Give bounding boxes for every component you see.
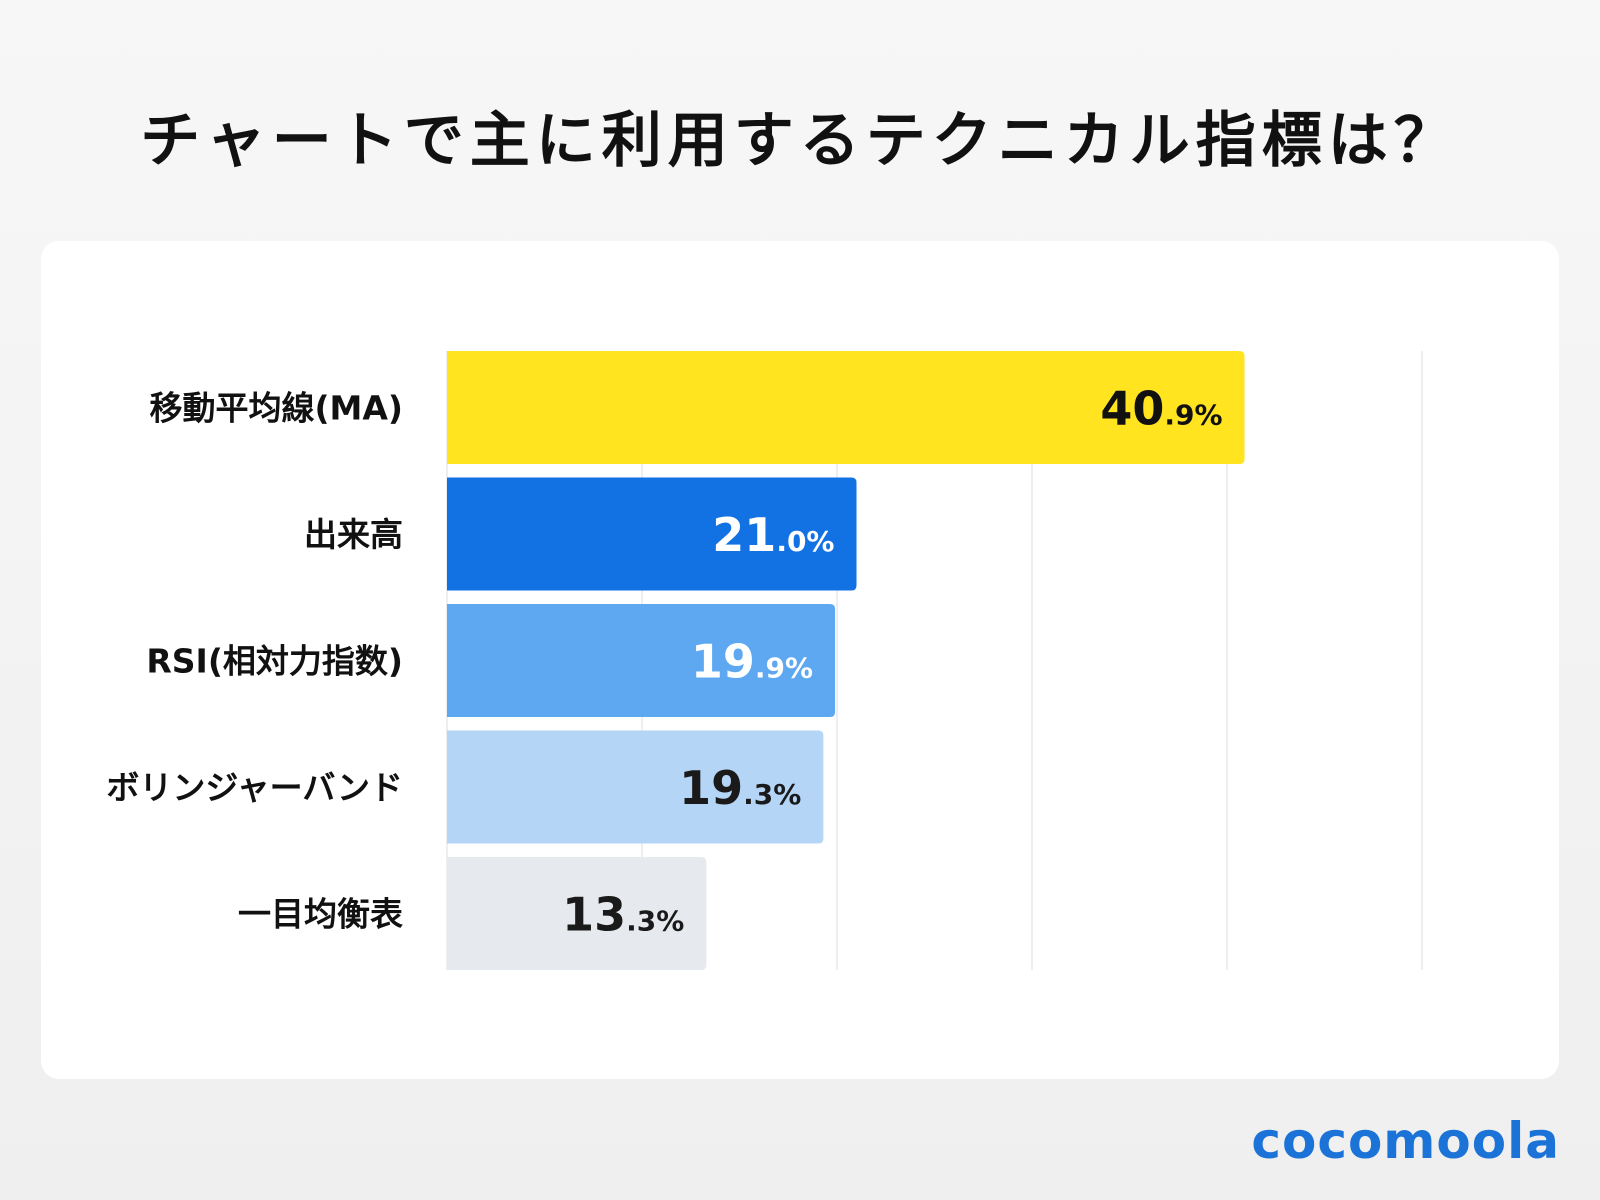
bar: [447, 351, 1245, 464]
bar-chart: 移動平均線(MA) 40.9% 出来高 21.0% RSI(相対力指数) 19.9% ボリン…: [106, 351, 1423, 970]
bar: [447, 730, 824, 844]
category-label: 移動平均線(MA): [149, 389, 403, 428]
value-label: 19.9%: [691, 635, 813, 689]
bar: [447, 477, 857, 591]
value-label: 13.3%: [562, 888, 684, 942]
category-label: RSI(相対力指数): [146, 642, 403, 681]
bar: [447, 604, 836, 717]
chart-title: チャートで主に利用するテクニカル指標は？: [140, 106, 1460, 176]
category-label: ボリンジャーバンド: [106, 768, 403, 807]
category-label: 一目均衡表: [238, 895, 403, 934]
brand-logo: cocomoola: [1251, 1112, 1560, 1170]
value-label: 40.9%: [1100, 382, 1222, 436]
chart-card: 移動平均線(MA) 40.9% 出来高 21.0% RSI(相対力指数) 19.9% ボリン…: [41, 241, 1559, 1079]
bar: [447, 857, 707, 970]
value-label: 19.3%: [679, 761, 801, 815]
category-label: 出来高: [304, 515, 403, 554]
value-label: 21.0%: [712, 508, 834, 562]
